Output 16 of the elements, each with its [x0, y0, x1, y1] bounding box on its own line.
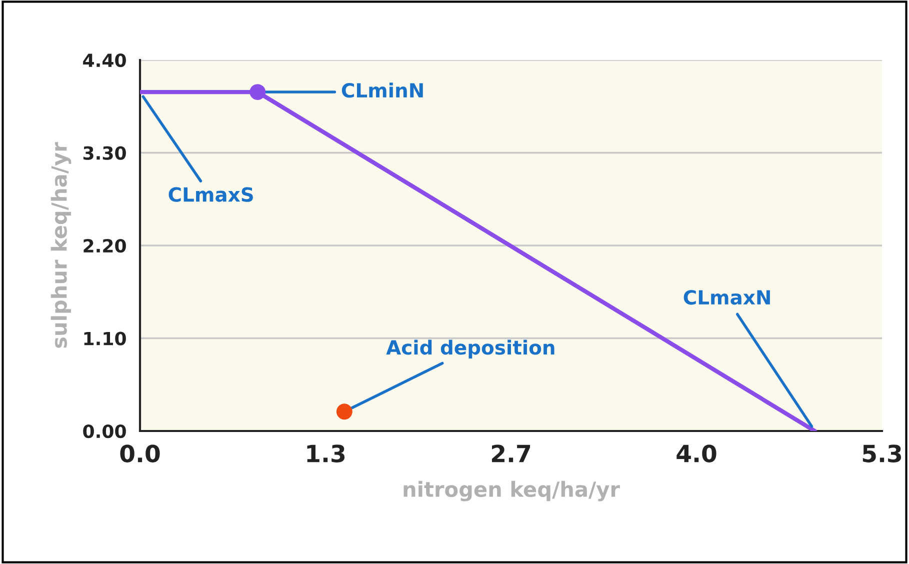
y-tick-label: 2.20 [84, 238, 126, 253]
annotation: CLminN [342, 82, 423, 98]
y-tick-label: 0.00 [83, 424, 126, 438]
x-tick-label: 2.7 [492, 444, 530, 462]
annotation: CLmaxS [168, 187, 253, 202]
annotation: Acid deposition [386, 340, 554, 359]
x-tick-label: 4.0 [676, 444, 716, 462]
x-tick-label: 1.3 [307, 444, 345, 462]
x-axis-title: nitrogen keq/ha/yr [404, 480, 620, 502]
x-tick-label: 0.0 [120, 444, 160, 462]
x-tick-label: 5.3 [862, 444, 902, 462]
y-axis-title: sulphur keq/ha/yr [50, 142, 72, 348]
y-tick-label: 3.30 [83, 146, 126, 160]
y-tick-label: 1.10 [84, 332, 126, 346]
annotation: CLmaxN [684, 290, 770, 305]
y-tick-label: 4.40 [83, 53, 126, 68]
